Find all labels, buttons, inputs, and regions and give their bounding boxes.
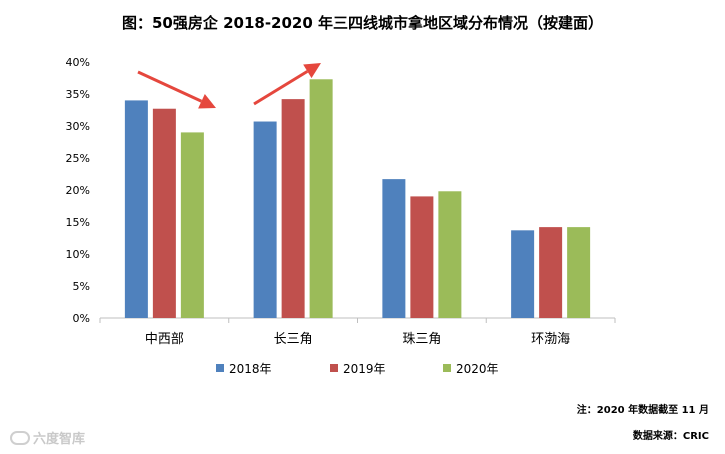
y-tick-label: 0%: [73, 312, 90, 325]
bar: [309, 79, 333, 318]
legend-label: 2019年: [343, 362, 386, 376]
chart-title: 图：50强房企 2018-2020 年三四线城市拿地区域分布情况（按建面）: [121, 14, 604, 32]
y-tick-label: 5%: [73, 280, 90, 293]
x-axis: 中西部 长三角 珠三角 环渤海: [145, 331, 570, 347]
y-tick-label: 20%: [66, 184, 90, 197]
y-tick-label: 30%: [66, 120, 90, 133]
x-tick-label: 珠三角: [402, 332, 441, 347]
bar: [124, 100, 148, 319]
bar: [281, 99, 305, 319]
bars: [99, 79, 616, 323]
footnote: 注：2020 年数据截至 11 月: [576, 405, 709, 416]
legend-swatch: [330, 364, 338, 372]
data-source: 数据来源：CRIC: [632, 431, 709, 442]
watermark: 六度智库: [10, 428, 85, 447]
arrow-shaft: [253, 70, 309, 106]
arrow-shaft: [137, 70, 203, 103]
y-tick-label: 10%: [66, 248, 90, 261]
y-tick-label: 35%: [66, 88, 90, 101]
x-tick-label: 环渤海: [531, 331, 570, 347]
arrow-head: [198, 94, 216, 109]
annotation-arrows: [137, 63, 321, 109]
bar: [410, 196, 434, 318]
legend-label: 2020年: [456, 362, 499, 376]
bar: [567, 227, 591, 318]
legend: 2018年 2019年 2020年: [216, 362, 499, 376]
bar: [539, 227, 563, 318]
bar: [253, 121, 277, 319]
legend-swatch: [216, 364, 224, 372]
legend-swatch: [443, 364, 451, 372]
bar: [438, 191, 462, 318]
bar: [152, 108, 176, 318]
y-tick-label: 25%: [66, 152, 90, 165]
watermark-logo-icon: [10, 430, 30, 445]
legend-label: 2018年: [229, 362, 272, 376]
bar: [180, 132, 204, 318]
x-tick-label: 中西部: [145, 332, 184, 347]
arrow-head: [303, 63, 321, 79]
y-tick-label: 15%: [66, 216, 90, 229]
bar: [382, 179, 406, 318]
y-tick-label: 40%: [66, 56, 90, 69]
x-tick-label: 长三角: [274, 332, 313, 347]
watermark-text: 六度智库: [33, 432, 86, 447]
bar: [511, 230, 535, 318]
